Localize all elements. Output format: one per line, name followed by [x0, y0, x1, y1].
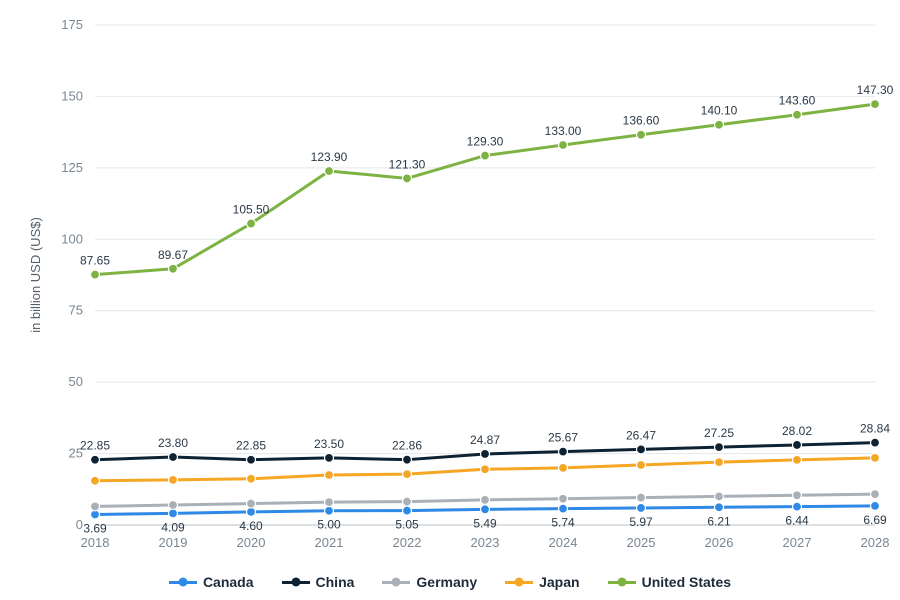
line-chart: 0255075100125150175in billion USD (US$)2… [0, 0, 900, 600]
svg-text:24.87: 24.87 [470, 433, 500, 447]
svg-text:23.80: 23.80 [158, 436, 188, 450]
legend: Canada China Germany Japan United States [0, 571, 900, 591]
svg-text:6.21: 6.21 [707, 514, 731, 528]
legend-label: Canada [203, 574, 254, 590]
svg-text:100: 100 [61, 231, 83, 246]
svg-text:0: 0 [76, 517, 83, 532]
svg-text:133.00: 133.00 [545, 124, 582, 138]
legend-swatch [169, 581, 197, 584]
svg-text:4.60: 4.60 [239, 519, 263, 533]
legend-item: United States [608, 574, 731, 590]
svg-text:26.47: 26.47 [626, 428, 656, 442]
svg-text:147.30: 147.30 [857, 83, 894, 97]
svg-text:5.05: 5.05 [395, 518, 419, 532]
legend-item: Japan [505, 574, 579, 590]
svg-text:2020: 2020 [237, 535, 266, 550]
svg-text:89.67: 89.67 [158, 248, 188, 262]
legend-item: China [282, 574, 355, 590]
svg-text:28.02: 28.02 [782, 424, 812, 438]
legend-label: Germany [416, 574, 477, 590]
svg-text:175: 175 [61, 17, 83, 32]
svg-text:6.44: 6.44 [785, 514, 809, 528]
svg-text:5.00: 5.00 [317, 518, 341, 532]
svg-text:2018: 2018 [81, 535, 110, 550]
svg-text:2023: 2023 [471, 535, 500, 550]
svg-text:22.85: 22.85 [80, 439, 110, 453]
svg-text:5.49: 5.49 [473, 516, 497, 530]
legend-label: United States [642, 574, 731, 590]
svg-text:22.85: 22.85 [236, 439, 266, 453]
svg-text:150: 150 [61, 88, 83, 103]
svg-text:5.97: 5.97 [629, 515, 653, 529]
svg-text:2026: 2026 [705, 535, 734, 550]
svg-text:2025: 2025 [627, 535, 656, 550]
svg-text:125: 125 [61, 160, 83, 175]
legend-label: China [316, 574, 355, 590]
svg-text:22.86: 22.86 [392, 439, 422, 453]
svg-text:2024: 2024 [549, 535, 578, 550]
svg-text:2021: 2021 [315, 535, 344, 550]
svg-text:75: 75 [69, 303, 83, 318]
svg-text:25.67: 25.67 [548, 431, 578, 445]
svg-text:in billion USD (US$): in billion USD (US$) [28, 217, 43, 333]
legend-swatch [382, 581, 410, 584]
svg-text:87.65: 87.65 [80, 254, 110, 268]
chart-container: { "chart": { "type": "line", "width": 90… [0, 0, 900, 600]
legend-swatch [608, 581, 636, 584]
svg-text:2028: 2028 [861, 535, 890, 550]
svg-text:2027: 2027 [783, 535, 812, 550]
legend-swatch [505, 581, 533, 584]
svg-text:6.69: 6.69 [863, 513, 887, 527]
legend-label: Japan [539, 574, 579, 590]
legend-item: Germany [382, 574, 477, 590]
svg-text:27.25: 27.25 [704, 426, 734, 440]
legend-item: Canada [169, 574, 254, 590]
svg-text:5.74: 5.74 [551, 516, 575, 530]
svg-text:136.60: 136.60 [623, 114, 660, 128]
svg-text:23.50: 23.50 [314, 437, 344, 451]
svg-text:4.09: 4.09 [161, 520, 185, 534]
svg-text:2019: 2019 [159, 535, 188, 550]
svg-text:140.10: 140.10 [701, 104, 738, 118]
legend-swatch [282, 581, 310, 584]
svg-text:143.60: 143.60 [779, 94, 816, 108]
svg-text:129.30: 129.30 [467, 135, 504, 149]
svg-text:2022: 2022 [393, 535, 422, 550]
svg-text:50: 50 [69, 374, 83, 389]
svg-text:28.84: 28.84 [860, 422, 890, 436]
svg-text:123.90: 123.90 [311, 150, 348, 164]
svg-text:3.69: 3.69 [83, 521, 107, 535]
svg-text:121.30: 121.30 [389, 157, 426, 171]
svg-text:105.50: 105.50 [233, 203, 270, 217]
